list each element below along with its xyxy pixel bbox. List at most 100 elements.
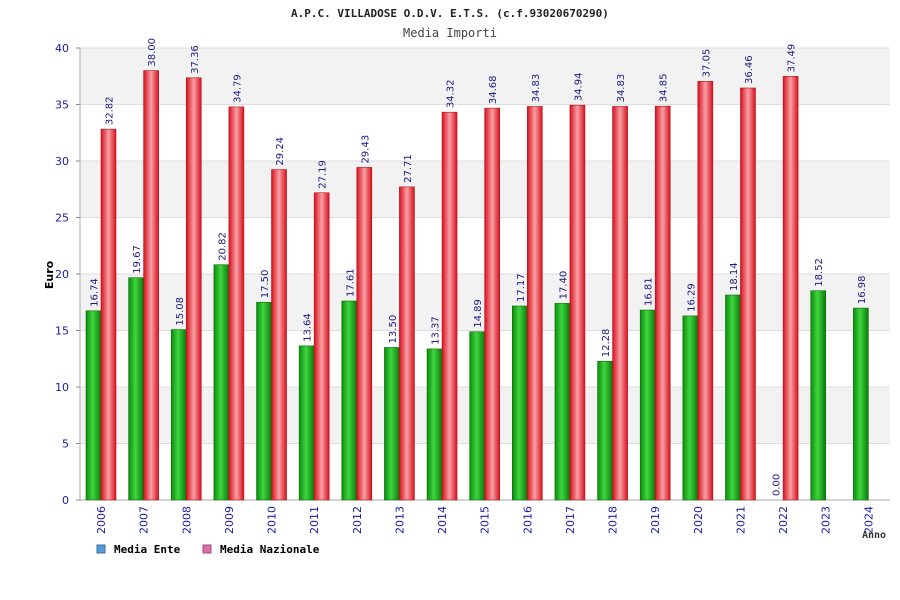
data-label-media-nazionale: 37.36 bbox=[190, 45, 201, 74]
data-label-media-nazionale: 29.24 bbox=[275, 137, 286, 166]
x-tick-label: 2010 bbox=[266, 506, 279, 534]
data-label-media-ente: 17.40 bbox=[558, 271, 569, 300]
data-label-media-ente: 12.28 bbox=[601, 329, 612, 358]
bar-media-nazionale bbox=[399, 186, 415, 501]
y-tick-label: 0 bbox=[62, 494, 69, 507]
data-label-media-nazionale: 29.43 bbox=[360, 135, 371, 164]
bar-media-nazionale bbox=[143, 70, 159, 501]
x-tick-label: 2016 bbox=[521, 506, 534, 534]
data-label-media-nazionale: 27.19 bbox=[318, 160, 329, 189]
x-tick-label: 2023 bbox=[820, 506, 833, 534]
plot-area: 0 5 10 15 20 25 30 35 40 2006 16.74 32.82 2007 19.67 3… bbox=[55, 38, 890, 534]
bar-media-ente bbox=[639, 309, 656, 501]
data-label-media-nazionale: 34.85 bbox=[659, 74, 670, 103]
bar-media-nazionale bbox=[782, 76, 799, 501]
data-label-media-ente: 15.08 bbox=[175, 297, 186, 326]
bar-media-nazionale bbox=[569, 104, 586, 501]
data-label-media-ente: 19.67 bbox=[132, 245, 143, 274]
chart-subtitle: Media Importi bbox=[403, 26, 497, 40]
x-axis-label: Anno bbox=[862, 530, 886, 541]
bar-media-ente bbox=[256, 301, 272, 501]
bar-media-nazionale bbox=[228, 106, 245, 501]
data-label-media-nazionale: 27.71 bbox=[403, 154, 414, 183]
data-label-media-nazionale: 34.32 bbox=[446, 80, 457, 109]
bar-media-ente bbox=[341, 300, 358, 501]
bar-media-ente bbox=[512, 305, 528, 501]
data-label-media-ente: 20.82 bbox=[217, 232, 228, 261]
bar-media-nazionale bbox=[740, 87, 756, 501]
data-label-media-ente: 18.52 bbox=[814, 258, 825, 287]
y-tick-label: 40 bbox=[55, 42, 69, 55]
data-label-media-ente: 17.61 bbox=[345, 268, 356, 297]
bar-media-ente bbox=[426, 348, 443, 501]
bar-media-ente bbox=[597, 360, 613, 501]
data-label-media-ente: 0.00 bbox=[772, 474, 783, 496]
bar-media-nazionale bbox=[697, 81, 714, 501]
data-label-media-nazionale: 37.05 bbox=[701, 49, 712, 78]
y-tick-label: 20 bbox=[55, 268, 69, 281]
x-tick-label: 2014 bbox=[436, 506, 449, 534]
legend-label-media-nazionale: Media Nazionale bbox=[220, 543, 320, 556]
bar-media-ente bbox=[853, 307, 869, 501]
x-tick-label: 2019 bbox=[649, 506, 662, 534]
data-label-media-nazionale: 34.68 bbox=[488, 75, 499, 104]
legend: Media Ente Media Nazionale bbox=[96, 543, 320, 556]
legend-swatch-media-ente bbox=[96, 544, 106, 554]
bar-media-nazionale bbox=[612, 106, 628, 501]
data-label-media-ente: 13.50 bbox=[388, 315, 399, 344]
bar-media-ente bbox=[810, 290, 827, 501]
x-tick-label: 2012 bbox=[351, 506, 364, 534]
x-tick-label: 2024 bbox=[862, 506, 875, 534]
data-label-media-ente: 13.64 bbox=[303, 313, 314, 342]
x-tick-label: 2022 bbox=[777, 506, 790, 534]
data-label-media-nazionale: 34.94 bbox=[573, 73, 584, 102]
x-tick-label: 2017 bbox=[564, 506, 577, 534]
x-tick-label: 2007 bbox=[138, 506, 151, 534]
data-label-media-nazionale: 38.00 bbox=[147, 38, 158, 67]
y-axis-label: Euro bbox=[43, 260, 56, 289]
bar-media-ente bbox=[298, 345, 315, 501]
data-label-media-ente: 18.14 bbox=[729, 262, 740, 291]
y-tick-label: 15 bbox=[55, 325, 69, 338]
y-tick-label: 25 bbox=[55, 212, 69, 225]
x-tick-label: 2009 bbox=[223, 506, 236, 534]
bar-media-ente bbox=[554, 303, 571, 501]
data-label-media-nazionale: 32.82 bbox=[105, 96, 116, 125]
bar-media-nazionale bbox=[654, 105, 671, 501]
bar-media-nazionale bbox=[441, 111, 458, 501]
bar-media-nazionale bbox=[313, 192, 330, 501]
bar-media-ente bbox=[213, 264, 230, 501]
bar-media-ente bbox=[682, 315, 699, 501]
x-tick-label: 2011 bbox=[308, 506, 321, 534]
legend-swatch-media-nazionale bbox=[202, 544, 212, 554]
y-tick-label: 5 bbox=[62, 438, 69, 451]
bar-media-nazionale bbox=[271, 169, 287, 501]
data-label-media-nazionale: 37.49 bbox=[787, 44, 798, 73]
x-tick-label: 2015 bbox=[479, 506, 492, 534]
x-tick-label: 2008 bbox=[180, 506, 193, 534]
bar-media-ente bbox=[128, 277, 144, 501]
x-tick-label: 2013 bbox=[393, 506, 406, 534]
data-label-media-ente: 13.37 bbox=[431, 316, 442, 345]
data-label-media-ente: 16.81 bbox=[644, 277, 655, 306]
y-tick-label: 10 bbox=[55, 381, 69, 394]
bar-media-ente bbox=[725, 294, 741, 501]
legend-label-media-ente: Media Ente bbox=[114, 543, 181, 556]
bar-media-nazionale bbox=[356, 167, 373, 501]
data-label-media-ente: 14.89 bbox=[473, 299, 484, 328]
bar-media-ente bbox=[170, 329, 187, 501]
bar-media-nazionale bbox=[185, 77, 202, 501]
data-label-media-ente: 16.29 bbox=[686, 283, 697, 312]
bar-media-nazionale bbox=[484, 107, 500, 501]
x-tick-label: 2021 bbox=[734, 506, 747, 534]
data-label-media-nazionale: 34.83 bbox=[531, 74, 542, 103]
data-label-media-ente: 17.17 bbox=[516, 273, 527, 302]
y-tick-label: 30 bbox=[55, 155, 69, 168]
data-label-media-nazionale: 34.83 bbox=[616, 74, 627, 103]
x-tick-label: 2018 bbox=[607, 506, 620, 534]
bar-media-ente bbox=[85, 310, 102, 501]
data-label-media-nazionale: 36.46 bbox=[744, 55, 755, 84]
bar-media-nazionale bbox=[527, 106, 543, 501]
data-label-media-ente: 16.98 bbox=[857, 275, 868, 304]
